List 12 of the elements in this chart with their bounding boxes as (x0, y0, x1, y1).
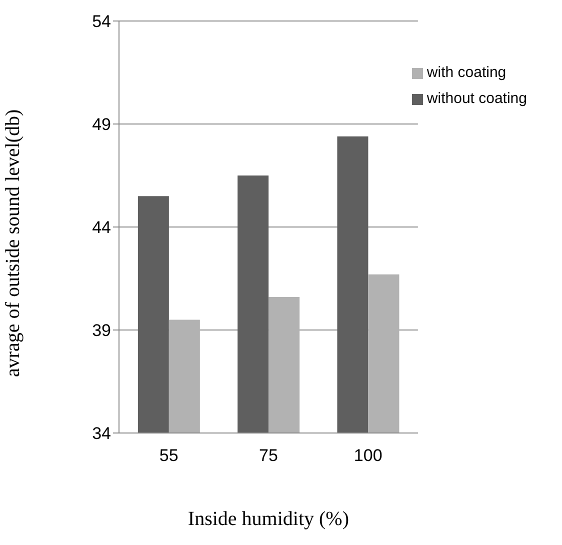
x-tick-label: 55 (159, 446, 178, 466)
y-tick-label: 39 (92, 321, 111, 340)
y-tick-label: 34 (92, 424, 111, 444)
x-tick-label: 100 (354, 446, 382, 466)
y-tick-label: 54 (92, 12, 111, 32)
y-tick-label: 44 (92, 218, 111, 238)
x-tick-label: 75 (259, 446, 278, 466)
x-axis-title: Inside humidity (%) (188, 508, 350, 530)
legend-label: without coating (426, 90, 527, 107)
legend-label: with coating (426, 64, 506, 81)
y-axis-title: avrage of outside sound level(db) (2, 109, 24, 377)
y-tick-label: 49 (92, 115, 111, 134)
